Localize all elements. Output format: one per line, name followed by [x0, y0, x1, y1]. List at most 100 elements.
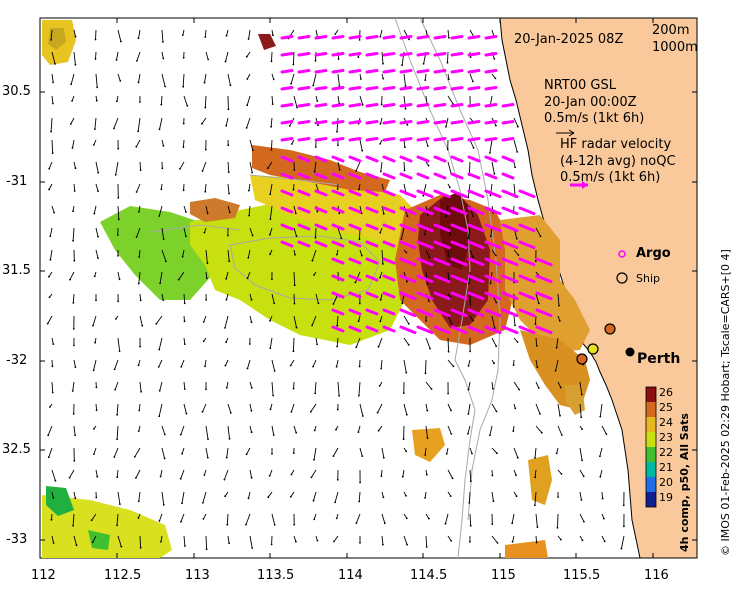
- current-arrow-head: [428, 256, 431, 259]
- radar-arrow: [399, 120, 413, 125]
- radar-arrow: [484, 155, 498, 163]
- radar-arrow: [297, 223, 311, 231]
- current-arrow-head: [116, 413, 118, 416]
- current-arrow: [249, 469, 253, 478]
- current-arrow-head: [93, 212, 96, 215]
- current-arrow-head: [444, 522, 447, 525]
- radar-arrow: [348, 308, 362, 316]
- current-arrow: [293, 205, 297, 214]
- current-arrow-head: [312, 499, 315, 502]
- x-tick-label: 115.5: [563, 568, 601, 583]
- current-arrow-head: [137, 130, 140, 133]
- current-arrow-head: [467, 196, 470, 199]
- current-arrow-head: [162, 504, 165, 506]
- current-arrow: [381, 249, 384, 264]
- current-arrow-head: [116, 524, 118, 527]
- current-arrow: [135, 469, 141, 479]
- current-arrow-head: [179, 477, 182, 480]
- current-arrow: [117, 205, 120, 220]
- current-arrow-head: [539, 413, 541, 415]
- current-arrow: [403, 161, 405, 171]
- radar-arrow: [280, 52, 294, 57]
- current-arrow-head: [290, 82, 292, 85]
- current-arrow-head: [135, 477, 137, 479]
- current-arrow-head: [204, 365, 206, 368]
- current-arrow: [93, 447, 97, 455]
- radar-arrow: [433, 137, 447, 142]
- current-arrow-head: [379, 35, 382, 38]
- radar-arrow: [365, 240, 379, 248]
- current-arrow: [599, 469, 603, 477]
- current-arrow: [469, 73, 474, 82]
- current-arrow-head: [495, 124, 497, 127]
- current-arrow-head: [515, 495, 518, 498]
- current-arrow: [73, 183, 76, 192]
- current-arrow-head: [448, 36, 450, 39]
- current-arrow: [535, 535, 538, 543]
- radar-arrow: [518, 325, 536, 335]
- radar-arrow: [433, 52, 447, 57]
- current-arrow-head: [182, 146, 185, 149]
- current-arrow: [91, 513, 97, 521]
- current-arrow: [337, 227, 342, 239]
- current-arrow: [114, 381, 119, 390]
- current-arrow: [161, 139, 164, 146]
- current-arrow-head: [312, 365, 314, 368]
- current-arrow: [48, 447, 53, 458]
- current-arrow: [290, 403, 295, 413]
- current-arrow-head: [382, 496, 385, 499]
- current-arrow-head: [138, 409, 141, 412]
- current-arrow-head: [269, 253, 271, 256]
- current-arrow-head: [227, 108, 230, 111]
- current-arrow-head: [357, 431, 360, 433]
- radar-arrow: [365, 120, 379, 125]
- current-arrow-head: [73, 259, 76, 262]
- radar-arrow: [433, 308, 451, 318]
- current-arrow-head: [272, 434, 275, 436]
- radar-arrow: [484, 69, 498, 74]
- current-arrow-head: [289, 495, 292, 498]
- current-arrow: [93, 359, 97, 371]
- radar-arrow: [501, 257, 519, 267]
- radar-arrow: [348, 52, 362, 57]
- current-arrow-head: [74, 366, 77, 368]
- current-arrow: [161, 73, 166, 87]
- radar-arrow: [382, 291, 396, 299]
- current-arrow-head: [72, 210, 74, 213]
- current-arrow-head: [425, 473, 428, 476]
- current-arrow: [491, 535, 498, 544]
- current-arrow-head: [333, 540, 335, 543]
- current-arrow: [491, 161, 495, 174]
- current-arrow-head: [599, 415, 602, 418]
- current-arrow: [491, 381, 494, 389]
- current-arrow: [180, 425, 185, 435]
- current-arrow: [205, 271, 208, 279]
- current-arrow-head: [52, 102, 54, 105]
- current-arrow-head: [117, 147, 120, 150]
- current-arrow-head: [358, 238, 361, 241]
- current-arrow-head: [203, 231, 206, 234]
- radar-arrow: [331, 69, 345, 74]
- current-arrow-head: [292, 188, 295, 191]
- colorbar-bin-21: [646, 462, 656, 477]
- current-arrow: [116, 469, 119, 478]
- current-arrow-head: [357, 56, 360, 58]
- current-arrow-head: [225, 386, 228, 389]
- current-arrow-head: [467, 237, 469, 240]
- current-arrow: [447, 359, 454, 367]
- radar-arrow: [365, 274, 379, 282]
- current-arrow: [249, 139, 254, 151]
- radar-arrow: [297, 35, 311, 40]
- current-arrow-head: [73, 190, 76, 192]
- current-arrow: [73, 359, 76, 368]
- radar-arrow: [450, 69, 464, 74]
- current-arrow: [468, 491, 471, 503]
- current-arrow-head: [288, 125, 291, 127]
- current-arrow-head: [139, 546, 142, 549]
- current-arrow-head: [493, 58, 496, 60]
- current-arrow-head: [269, 347, 272, 350]
- current-arrow-head: [247, 256, 250, 259]
- current-arrow-head: [138, 256, 141, 258]
- current-arrow-head: [74, 63, 77, 66]
- current-arrow: [202, 161, 207, 172]
